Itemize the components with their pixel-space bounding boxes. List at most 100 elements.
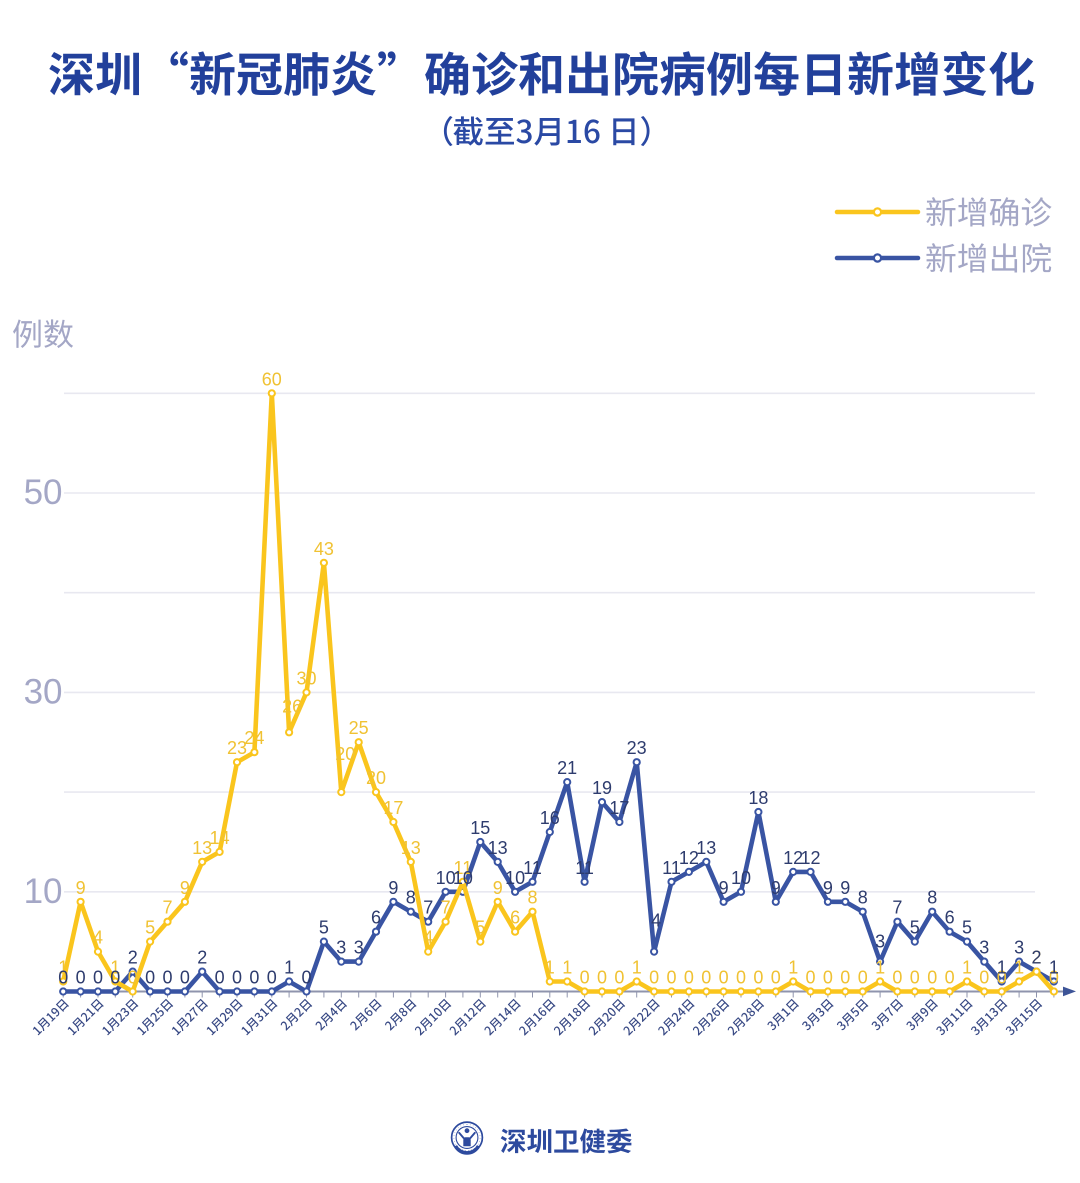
svg-text:0: 0 — [771, 968, 781, 988]
svg-text:3: 3 — [1014, 938, 1024, 958]
svg-text:3: 3 — [354, 938, 364, 958]
svg-text:7: 7 — [441, 898, 451, 918]
svg-text:19: 19 — [592, 778, 612, 798]
svg-text:0: 0 — [684, 968, 694, 988]
svg-text:21: 21 — [557, 758, 577, 778]
svg-text:0: 0 — [858, 968, 868, 988]
svg-text:9: 9 — [76, 878, 86, 898]
svg-text:0: 0 — [840, 968, 850, 988]
svg-text:6: 6 — [510, 908, 520, 928]
svg-text:24: 24 — [244, 728, 264, 748]
svg-text:0: 0 — [719, 968, 729, 988]
svg-text:4: 4 — [651, 911, 661, 931]
svg-text:10: 10 — [436, 868, 456, 888]
svg-text:11: 11 — [575, 858, 594, 878]
svg-text:2: 2 — [1031, 948, 1041, 968]
svg-text:1: 1 — [997, 958, 1007, 978]
svg-text:2: 2 — [128, 948, 138, 968]
svg-text:5: 5 — [910, 918, 920, 938]
svg-text:1: 1 — [1014, 958, 1024, 978]
svg-text:0: 0 — [736, 968, 746, 988]
svg-text:0: 0 — [945, 968, 955, 988]
svg-text:14: 14 — [210, 828, 230, 848]
svg-text:6: 6 — [945, 908, 955, 928]
svg-text:43: 43 — [314, 539, 334, 559]
svg-text:0: 0 — [597, 968, 607, 988]
svg-text:13: 13 — [192, 838, 212, 858]
svg-text:4: 4 — [423, 928, 433, 948]
svg-text:13: 13 — [401, 838, 421, 858]
svg-text:10: 10 — [731, 868, 751, 888]
svg-text:4: 4 — [93, 928, 103, 948]
svg-text:23: 23 — [627, 738, 647, 758]
svg-text:8: 8 — [527, 888, 537, 908]
svg-text:1: 1 — [1049, 958, 1059, 978]
svg-text:0: 0 — [145, 968, 155, 988]
svg-text:0: 0 — [753, 968, 763, 988]
svg-text:9: 9 — [823, 878, 833, 898]
svg-text:9: 9 — [388, 878, 398, 898]
svg-text:3: 3 — [979, 938, 989, 958]
svg-text:9: 9 — [493, 878, 503, 898]
svg-text:9: 9 — [180, 878, 190, 898]
svg-text:12: 12 — [800, 848, 820, 868]
svg-text:0: 0 — [58, 968, 68, 988]
svg-text:0: 0 — [93, 968, 103, 988]
svg-text:2: 2 — [1031, 948, 1041, 968]
svg-text:0: 0 — [162, 968, 172, 988]
svg-text:1: 1 — [788, 958, 798, 978]
svg-text:23: 23 — [227, 738, 247, 758]
svg-text:10: 10 — [453, 868, 473, 888]
svg-text:0: 0 — [614, 968, 624, 988]
svg-text:9: 9 — [840, 878, 850, 898]
svg-text:50: 50 — [24, 473, 63, 512]
svg-text:1: 1 — [875, 958, 885, 978]
svg-text:30: 30 — [296, 668, 316, 688]
svg-text:0: 0 — [997, 968, 1007, 988]
svg-text:7: 7 — [423, 898, 433, 918]
svg-text:5: 5 — [145, 918, 155, 938]
svg-text:0: 0 — [823, 968, 833, 988]
svg-text:11: 11 — [662, 858, 681, 878]
svg-text:0: 0 — [76, 968, 86, 988]
svg-text:16: 16 — [540, 808, 560, 828]
svg-text:1: 1 — [562, 958, 572, 978]
svg-text:26: 26 — [282, 696, 302, 716]
svg-text:8: 8 — [858, 888, 868, 908]
svg-text:1: 1 — [284, 958, 294, 978]
svg-text:1: 1 — [58, 958, 68, 978]
svg-text:17: 17 — [609, 798, 629, 818]
svg-text:10: 10 — [24, 872, 63, 911]
svg-text:0: 0 — [267, 968, 277, 988]
svg-text:0: 0 — [666, 968, 676, 988]
svg-text:5: 5 — [962, 918, 972, 938]
svg-text:0: 0 — [215, 968, 225, 988]
svg-text:5: 5 — [319, 918, 329, 938]
svg-text:8: 8 — [927, 888, 937, 908]
svg-text:1: 1 — [110, 958, 120, 978]
svg-text:18: 18 — [748, 788, 768, 808]
svg-text:20: 20 — [366, 768, 386, 788]
svg-text:0: 0 — [805, 968, 815, 988]
svg-text:2: 2 — [197, 948, 207, 968]
svg-text:0: 0 — [649, 968, 659, 988]
svg-text:12: 12 — [783, 848, 803, 868]
svg-text:0: 0 — [1049, 968, 1059, 988]
svg-text:9: 9 — [771, 878, 781, 898]
svg-text:7: 7 — [892, 898, 902, 918]
svg-text:11: 11 — [523, 858, 542, 878]
svg-text:1: 1 — [545, 958, 555, 978]
svg-text:3: 3 — [336, 938, 346, 958]
svg-text:0: 0 — [580, 968, 590, 988]
svg-text:9: 9 — [719, 878, 729, 898]
svg-text:3: 3 — [875, 932, 885, 952]
svg-text:15: 15 — [470, 818, 490, 838]
svg-text:1: 1 — [962, 958, 972, 978]
svg-text:8: 8 — [406, 888, 416, 908]
svg-text:30: 30 — [24, 672, 63, 711]
svg-text:25: 25 — [349, 718, 369, 738]
svg-text:10: 10 — [505, 868, 525, 888]
svg-text:1: 1 — [632, 958, 642, 978]
svg-text:0: 0 — [128, 968, 138, 988]
svg-text:17: 17 — [383, 798, 403, 818]
